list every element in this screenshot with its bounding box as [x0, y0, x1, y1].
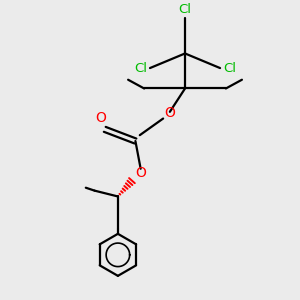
- Text: O: O: [164, 106, 175, 120]
- Text: O: O: [95, 111, 106, 125]
- Text: Cl: Cl: [178, 3, 191, 16]
- Text: O: O: [135, 166, 146, 180]
- Text: Cl: Cl: [134, 61, 147, 75]
- Text: Cl: Cl: [223, 61, 236, 75]
